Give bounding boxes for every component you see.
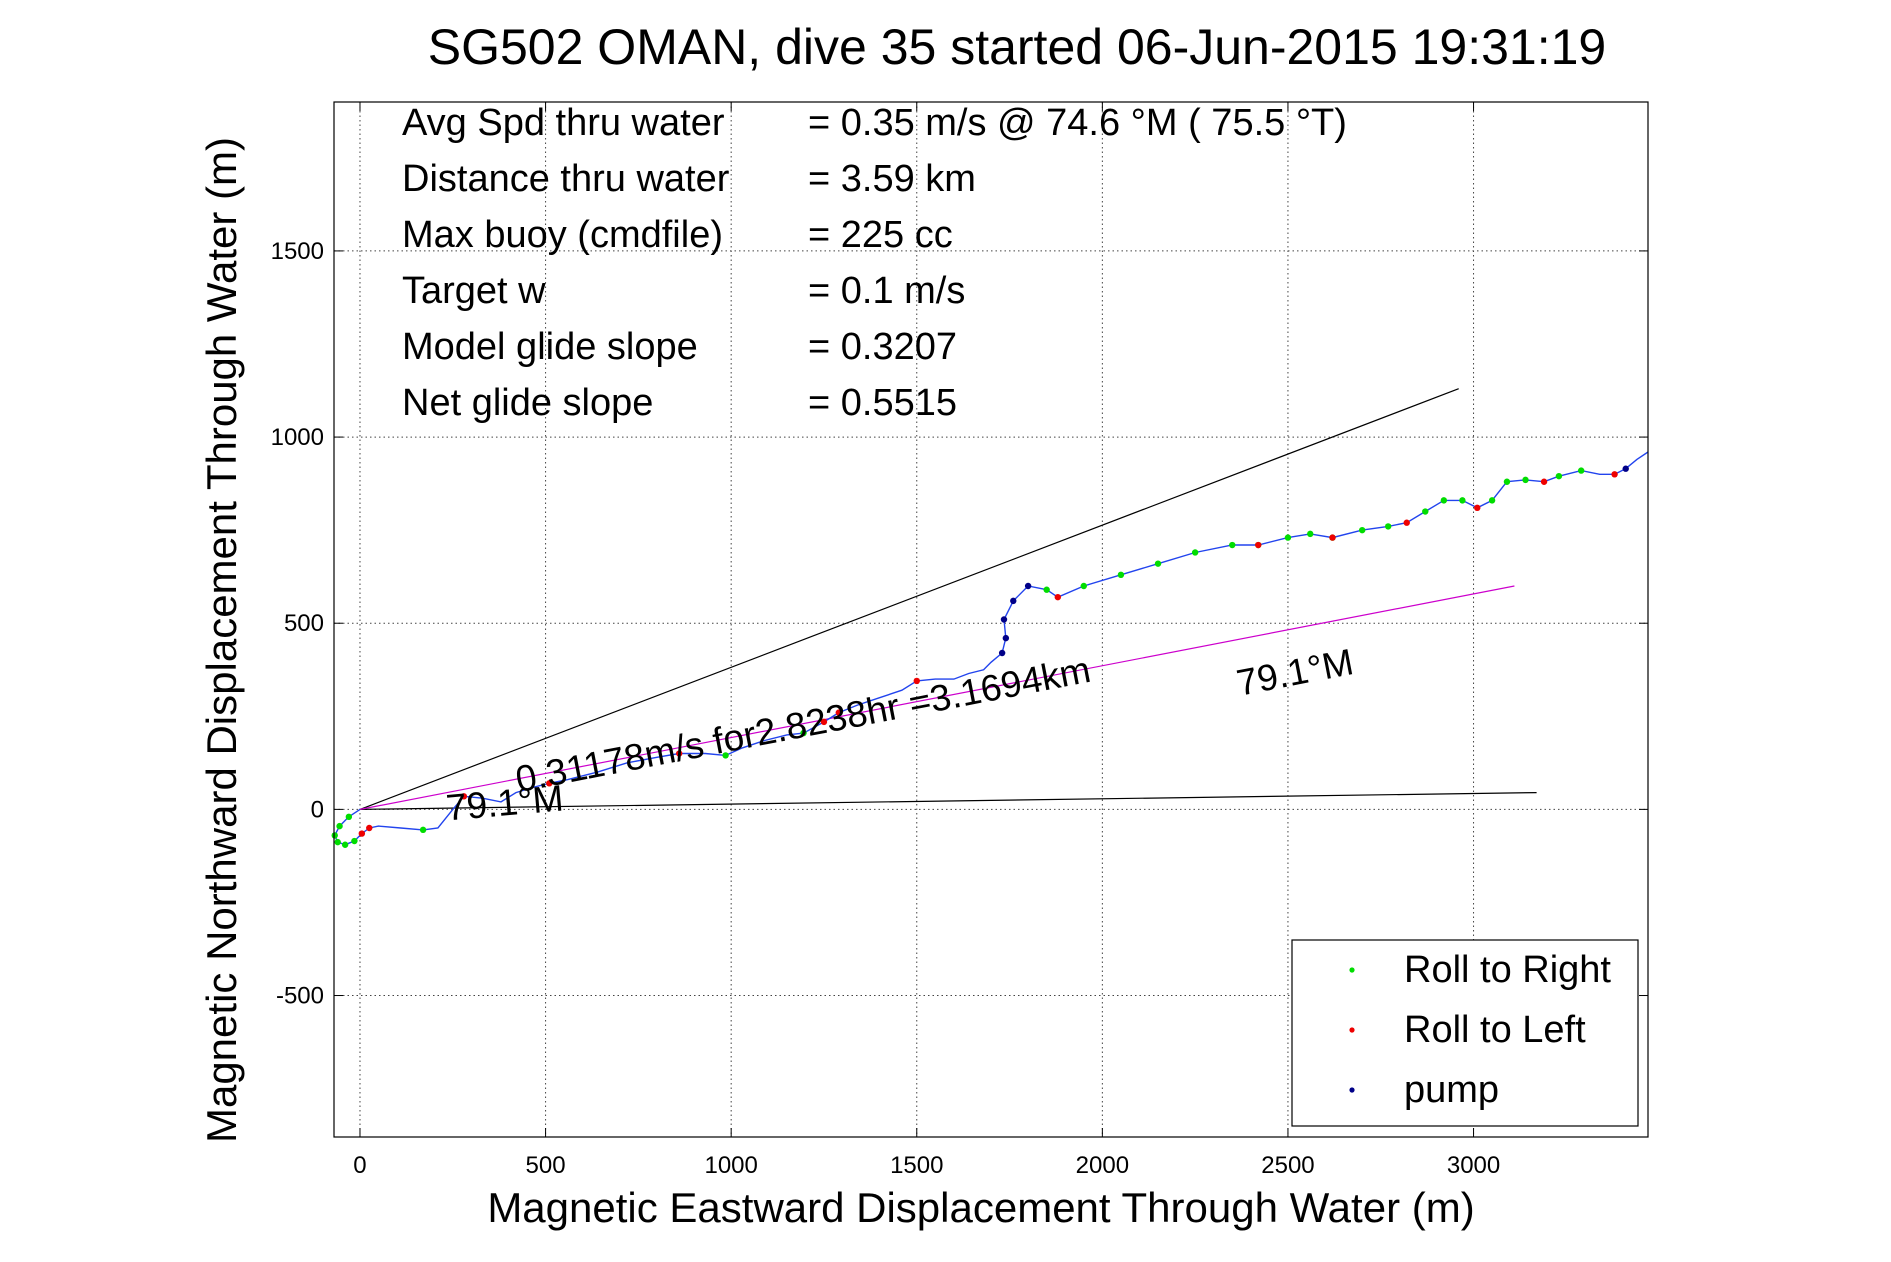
point-pump [1002,634,1010,642]
info-label: Avg Spd thru water [402,102,725,144]
point-roll-to-right [341,841,349,848]
y-tick-label: 0 [311,796,324,823]
point-roll-to-left [366,824,373,832]
point-pump [1622,465,1629,472]
point-roll-to-right [351,837,358,845]
x-axis-ticks: 0 500 1000 1500 2000 2500 3000 [353,102,1500,1179]
point-roll-to-left [1540,478,1548,485]
info-value: = 0.3207 [808,326,957,368]
point-roll-to-left [460,793,468,800]
point-roll-to-right [419,826,427,834]
x-tick-label: 0 [353,1152,366,1179]
plot-frame [333,101,1649,1138]
point-roll-to-left [835,709,843,716]
point-roll-to-left [1329,534,1336,541]
point-roll-to-right [1284,534,1292,541]
point-roll-to-left [1474,504,1481,512]
point-pump [1010,597,1017,605]
point-roll-to-right [1117,571,1125,579]
track-line [333,451,1649,846]
legend-marker [1349,1027,1355,1033]
legend-label: Roll to Left [1404,1009,1586,1051]
chart-title: SG502 OMAN, dive 35 started 06-Jun-2015 … [428,19,1607,75]
reference-line-upper-bound [359,388,1459,810]
point-roll-to-left [1054,593,1062,601]
legend-label: pump [1404,1069,1499,1111]
legend-marker [1349,967,1355,973]
x-tick-label: 1000 [704,1152,757,1179]
x-tick-label: 500 [526,1152,566,1179]
glider-track [333,451,1649,846]
point-roll-to-right [1358,526,1366,534]
point-roll-to-right [331,832,338,839]
info-value: = 0.35 m/s @ 74.6 °M ( 75.5 °T) [808,102,1347,144]
point-pump [998,649,1006,657]
grid [334,102,1648,1137]
point-roll-to-right [1080,582,1087,590]
reference-line-lower-bound [359,792,1537,810]
point-roll-to-right [334,838,341,846]
info-label: Target w [402,270,546,312]
info-label: Max buoy (cmdfile) [402,214,723,256]
point-roll-to-left [676,750,683,757]
legend-label: Roll to Right [1404,949,1611,991]
point-roll-to-right [1503,478,1511,485]
x-tick-label: 2000 [1076,1152,1129,1179]
info-value: = 0.5515 [808,382,957,424]
point-roll-to-left [1403,519,1410,526]
point-roll-to-left [820,718,828,726]
info-value: = 3.59 km [808,158,976,200]
x-axis-label: Magnetic Eastward Displacement Through W… [487,1184,1474,1231]
point-roll-to-right [722,752,729,759]
info-label: Model glide slope [402,326,698,368]
y-tick-label: -500 [276,983,324,1010]
y-tick-label: 1500 [271,238,324,265]
point-pump [1000,616,1008,623]
point-roll-to-right [1459,497,1466,504]
y-tick-label: 1000 [271,424,324,451]
point-roll-to-right [345,813,353,821]
point-roll-to-left [546,780,553,787]
point-roll-to-left [1611,471,1618,478]
y-tick-label: 500 [284,610,324,637]
point-roll-to-left [358,830,366,837]
point-pump [1024,582,1032,590]
point-roll-to-right [1555,472,1563,480]
point-roll-to-right [1488,497,1496,504]
info-label: Distance thru water [402,158,730,200]
point-roll-to-left [913,677,920,685]
point-roll-to-right [800,729,807,737]
point-roll-to-right [1522,476,1529,484]
reference-line-current-heading [359,585,1515,810]
reference-lines [359,388,1537,810]
y-axis-label: Magnetic Northward Displacement Through … [198,137,245,1143]
point-roll-to-right [1577,467,1585,474]
point-roll-to-right [1154,560,1162,567]
info-value: = 0.1 m/s [808,270,965,312]
heading-label: 79.1°M [444,777,565,828]
point-roll-to-right [1043,586,1050,593]
x-tick-label: 2500 [1261,1152,1314,1179]
point-roll-to-right [1191,549,1199,556]
point-roll-to-right [1229,541,1236,549]
point-roll-to-right [1422,508,1429,515]
info-label: Net glide slope [402,382,653,424]
point-roll-to-right [1384,523,1392,530]
data-points [331,465,1629,848]
legend: Roll to Right Roll to Left pump [1291,939,1639,1127]
y-axis-ticks: -500 0 500 1000 1500 [271,238,1648,1010]
point-roll-to-left [1255,541,1262,549]
legend-marker [1349,1087,1355,1093]
point-roll-to-right [1307,530,1314,538]
info-value: = 225 cc [808,214,953,256]
x-tick-label: 1500 [890,1152,943,1179]
dive-info-panel: Avg Spd thru water = 0.35 m/s @ 74.6 °M (… [402,102,1347,424]
x-tick-label: 3000 [1447,1152,1500,1179]
point-roll-to-right [1440,497,1448,504]
point-roll-to-right [336,822,343,830]
